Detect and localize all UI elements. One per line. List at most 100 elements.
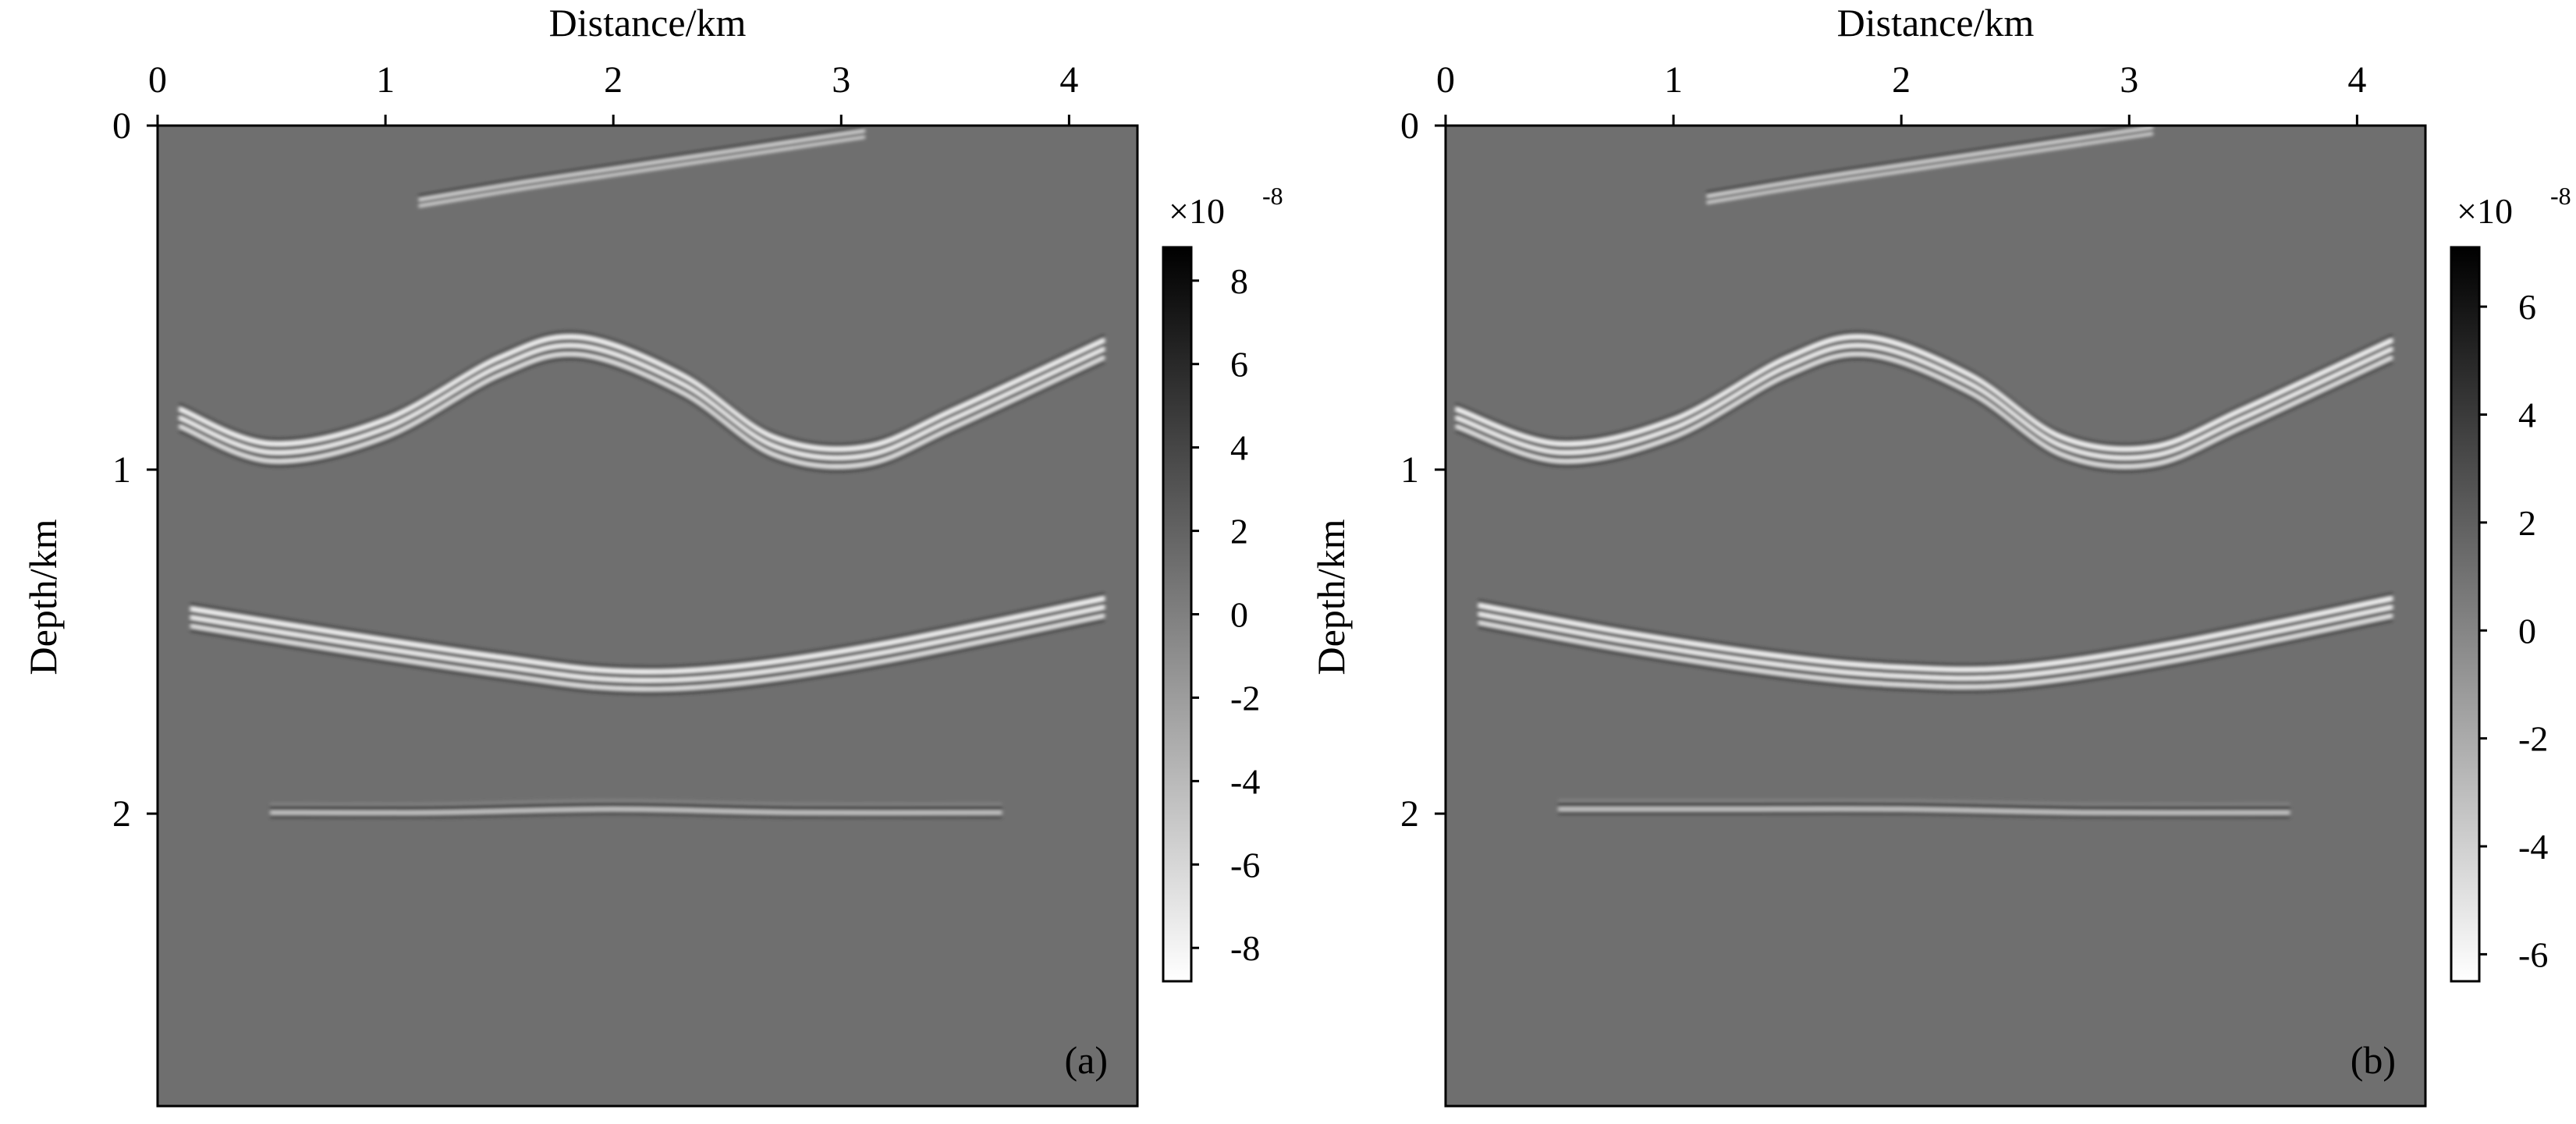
reflector-4 [269,800,1002,818]
reflector-band [269,803,1002,810]
reflector-band [1558,799,2290,807]
colorbar-tick-label: -8 [1230,928,1260,968]
x-tick-label: 4 [1059,59,1078,101]
colorbar-tick-label: 8 [1230,261,1248,301]
reflector-band [178,342,1105,460]
x-tick-label: 1 [376,59,395,101]
panel-b: 0 1 2 3 4 0 1 2 Distance/km Depth/km (b) 6 4 2 0 -2 -4 -6… [1288,0,2576,1124]
plot-frame [156,124,1139,1108]
reflector-band [1455,331,2393,448]
reflector-band [1478,609,2393,686]
colorbar-tick-label: 2 [1230,512,1248,551]
seismic-image-a: 0 1 2 3 4 0 1 2 Distance/km Depth/km (a) 8 6 4 2 0 -2 -4 -… [21,1,1283,1108]
y-axis-title: Depth/km [21,519,65,675]
x-tick-label: 0 [148,59,167,101]
reflector-band [179,331,1105,448]
reflector-band [1706,129,2154,201]
reflector-band [1478,605,2393,681]
reflector-band [1478,596,2393,672]
reflector-4 [1557,799,2290,818]
colorbar-tick-label: -4 [1230,761,1260,801]
y-tick-label: 1 [112,449,131,491]
reflector-3 [1478,593,2393,693]
x-tick-label: 1 [1664,59,1683,101]
reflector-1 [1706,126,2154,204]
panel-label: (a) [1065,1038,1109,1082]
reflector-band [1454,339,2393,456]
reflector-band [270,811,1002,818]
x-tick-label: 4 [2347,59,2366,101]
reflector-band [1478,593,2393,668]
x-tick-label: 3 [832,59,850,101]
reflector-band [1455,352,2393,469]
colorbar-scale-exponent: -8 [1262,182,1283,210]
reflector-2 [178,331,1105,473]
reflector-band [178,339,1105,456]
reflector-band [1706,132,2154,204]
x-axis-title: Distance/km [1837,1,2035,44]
colorbar-scale-label: ×10 [1169,191,1225,231]
reflector-band [190,609,1105,687]
reflector-band [1557,807,2290,815]
y-tick-label: 2 [1400,793,1419,835]
reflector-band [1706,126,2154,198]
image-background [1446,126,2425,1106]
colorbar-tick-label: 6 [2518,287,2536,327]
y-tick-label: 1 [1400,449,1419,491]
reflector-3 [190,593,1105,695]
y-tick-label: 0 [1400,105,1419,147]
reflector-band [418,133,866,204]
reflector-band [269,807,1002,815]
colorbar-scale-label: ×10 [2457,191,2513,231]
reflector-band [190,618,1105,695]
reflectors [178,126,1105,818]
reflector-band [418,126,866,198]
reflector-band [1478,614,2393,690]
panel-label: (b) [2351,1038,2396,1082]
y-axis-title: Depth/km [1309,519,1353,675]
reflector-band [179,356,1105,473]
reflector-band [418,136,866,207]
colorbar [2450,246,2481,983]
x-tick-label: 2 [604,59,623,101]
reflector-band [1478,618,2393,693]
reflector-band [1478,601,2393,677]
panel-a: 0 1 2 3 4 0 1 2 Distance/km Depth/km (a) 8 6 4 2 0 -2 -4 -… [21,1,1283,1108]
plot-frame [1444,124,2427,1108]
x-tick-label: 2 [1892,59,1911,101]
reflector-band [1558,811,2290,818]
colorbar-tick-label: -2 [1230,678,1260,718]
reflector-band [270,800,1002,807]
reflector-2 [1454,331,2393,473]
reflector-band [1706,126,2153,195]
colorbar-tick-label: -4 [2518,827,2548,867]
colorbar [1162,246,1193,983]
reflector-band [1454,334,2393,452]
colorbar-tick-label: 4 [2518,395,2536,434]
seismic-image-b: 0 1 2 3 4 0 1 2 Distance/km Depth/km (b) 6 4 2 0 -2 -4 -6… [1309,1,2571,1108]
reflector-band [178,347,1105,465]
y-tick-label: 2 [112,793,131,835]
x-tick-label: 0 [1436,59,1455,101]
colorbar-tick-label: 0 [1230,595,1248,635]
colorbar-tick-label: 2 [2518,503,2536,543]
colorbar-scale-exponent: -8 [2550,182,2571,210]
colorbar-tick-label: -6 [1230,845,1260,885]
colorbar-tick-label: 0 [2518,611,2536,651]
reflector-band [190,605,1105,683]
x-tick-label: 3 [2120,59,2138,101]
y-tick-label: 0 [112,105,131,147]
colorbar-tick-label: -2 [2518,719,2548,759]
reflectors [1454,126,2393,818]
reflector-band [190,593,1105,670]
colorbar-tick-label: -6 [2518,934,2548,974]
reflector-band [190,601,1105,679]
reflector-band [190,614,1105,691]
reflector-band [1557,802,2290,810]
reflector-band [178,334,1105,452]
reflector-band [418,129,866,201]
colorbar-tick-label: 6 [1230,345,1248,385]
x-axis-title: Distance/km [549,1,747,44]
image-background [158,126,1137,1106]
reflector-band [1455,356,2393,473]
